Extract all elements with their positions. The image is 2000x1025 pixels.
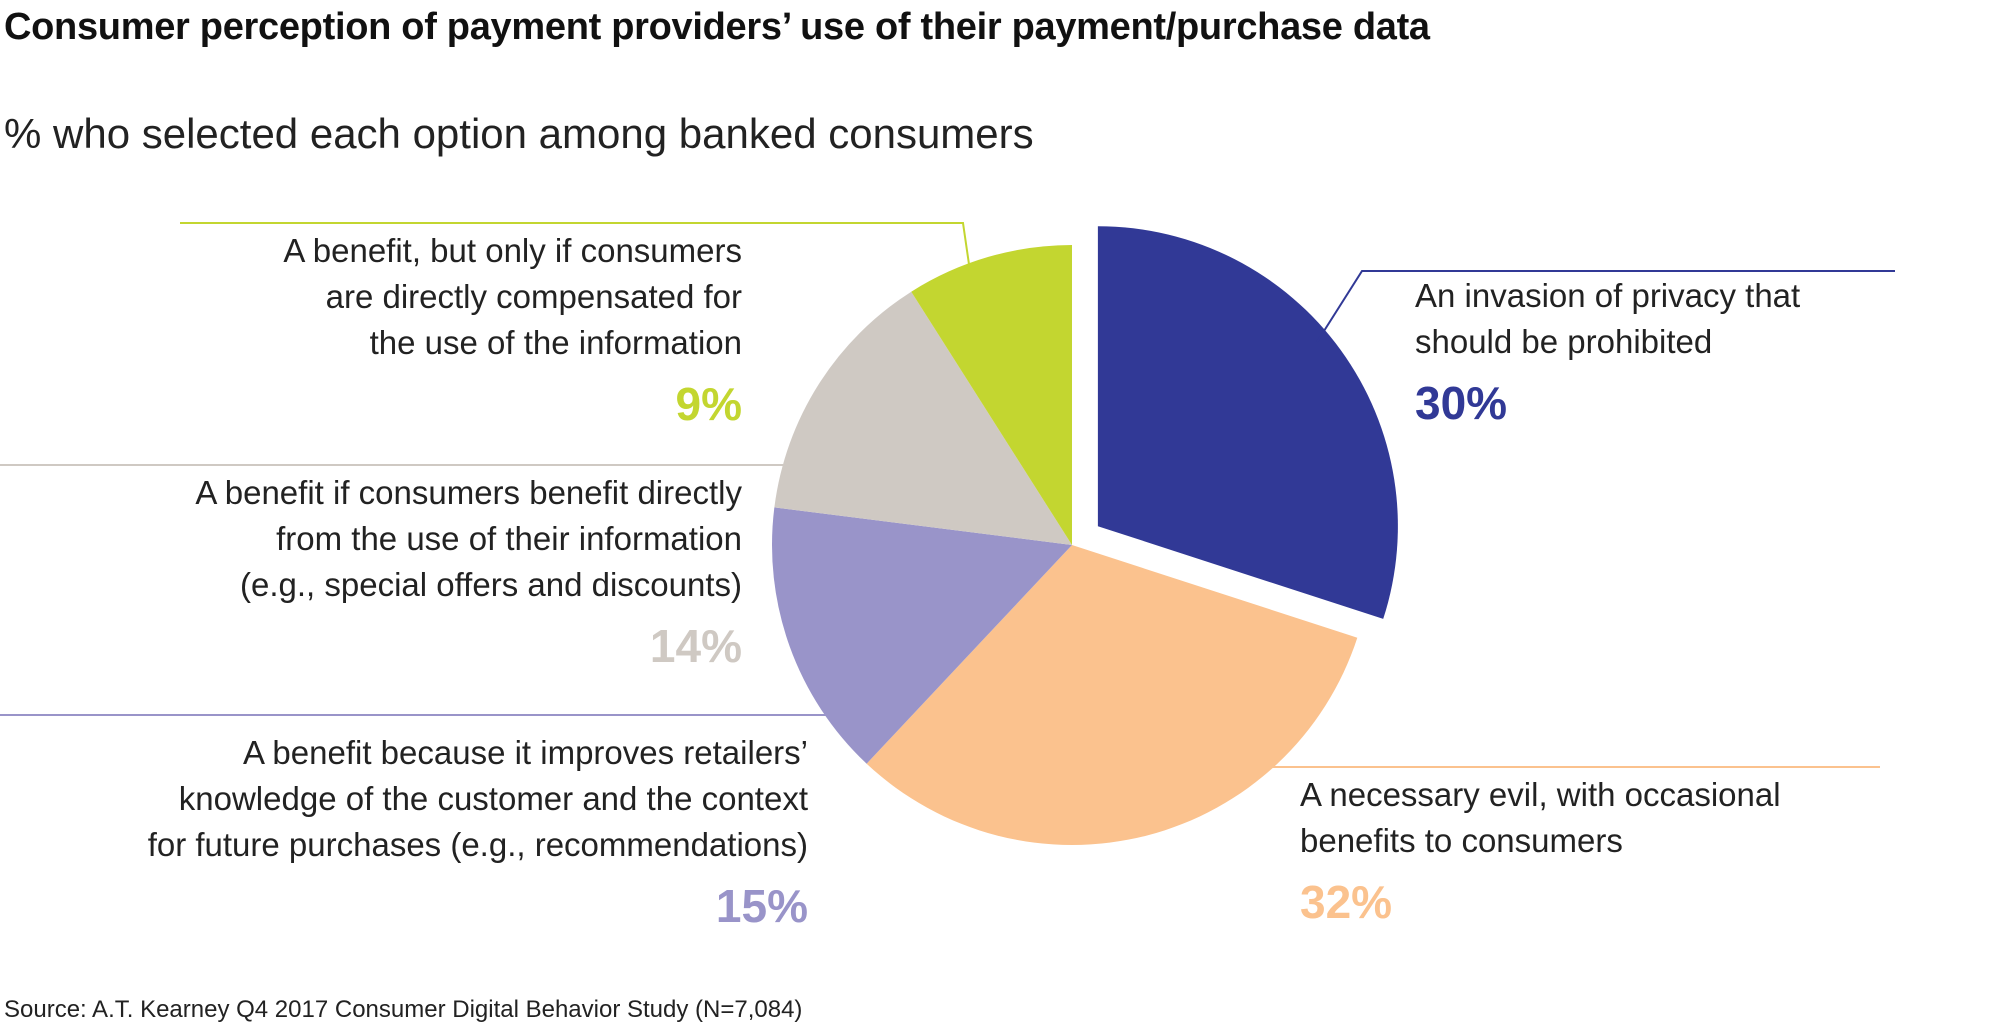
- leader-line: [1316, 270, 1895, 343]
- pie-slice: [774, 291, 1072, 545]
- leader-line: [180, 222, 973, 286]
- slice-value-label: 30%: [1415, 377, 1508, 429]
- slice-label: A benefit because it improves retailers’…: [0, 730, 808, 936]
- slice-label-line: An invasion of privacy that: [1415, 277, 1801, 314]
- slice-value-label: 15%: [715, 880, 808, 932]
- slice-label-line: A benefit, but only if consumers: [283, 232, 742, 269]
- slice-value-label: 14%: [649, 620, 742, 672]
- slice-label-line: from the use of their information: [276, 520, 742, 557]
- slice-value-label: 9%: [675, 378, 742, 430]
- slice-label-line: the use of the information: [369, 324, 742, 361]
- pie-slice: [1097, 226, 1398, 619]
- slice-label: A necessary evil, with occasional benefit…: [1300, 772, 1920, 932]
- slice-label-line: A benefit if consumers benefit directly: [195, 474, 742, 511]
- slice-label-line: are directly compensated for: [325, 278, 742, 315]
- slice-label-line: (e.g., special offers and discounts): [240, 566, 742, 603]
- chart-title: Consumer perception of payment providers…: [4, 6, 1430, 48]
- source-note: Source: A.T. Kearney Q4 2017 Consumer Di…: [4, 996, 803, 1023]
- slice-label-line: knowledge of the customer and the contex…: [178, 780, 808, 817]
- slice-label-line: benefits to consumers: [1300, 822, 1623, 859]
- slice-label: A benefit, but only if consumers are dire…: [150, 228, 742, 434]
- chart-subtitle: % who selected each option among banked …: [4, 110, 1034, 157]
- slice-label-line: A benefit because it improves retailers’: [243, 734, 808, 771]
- slice-label-line: for future purchases (e.g., recommendati…: [147, 826, 808, 863]
- pie-slice: [911, 245, 1072, 545]
- pie-slice: [772, 507, 1072, 764]
- slice-value-label: 32%: [1300, 876, 1393, 928]
- slice-label-line: should be prohibited: [1415, 323, 1713, 360]
- pie-slice: [866, 545, 1358, 845]
- slice-label: A benefit if consumers benefit directly f…: [60, 470, 742, 676]
- slice-label-line: A necessary evil, with occasional: [1300, 776, 1781, 813]
- slice-label: An invasion of privacy that should be pro…: [1415, 273, 1935, 433]
